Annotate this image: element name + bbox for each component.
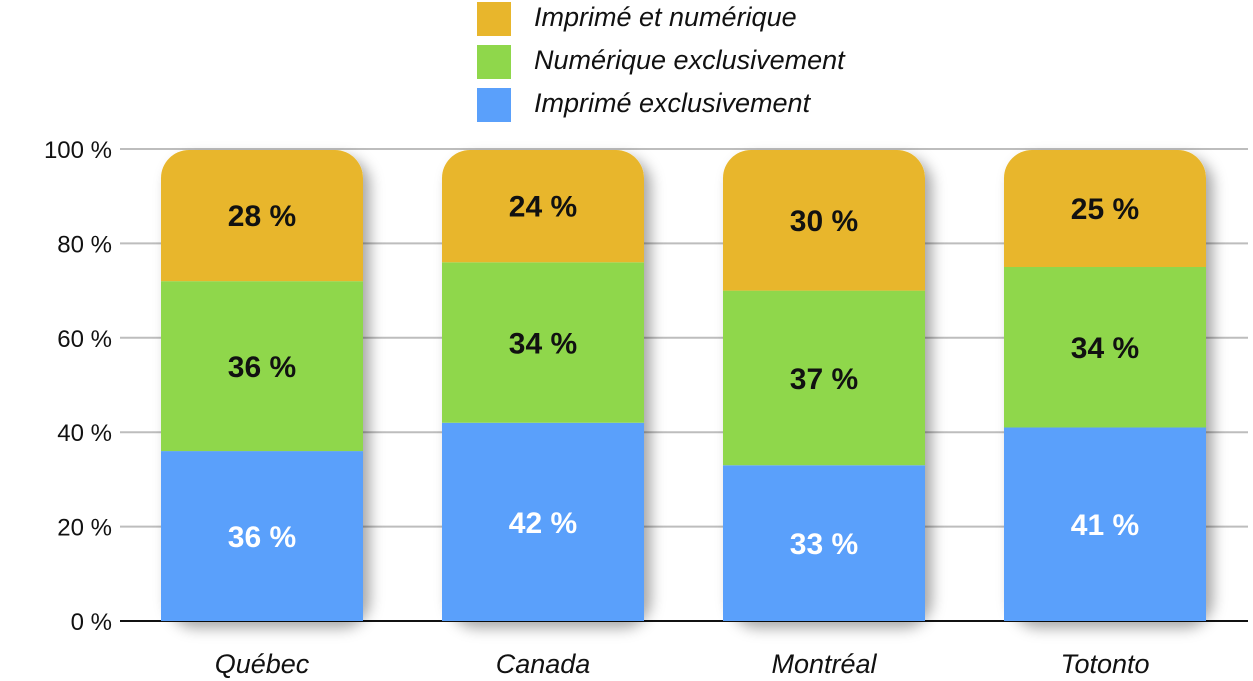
bar-segment — [161, 451, 363, 621]
data-label: 36 % — [228, 521, 296, 554]
legend-label: Imprimé et numérique — [534, 2, 797, 32]
bars: 36 % 36 % 28 % 42 % 34 % 24 % 33 % 37 % 30 % 41 %… — [161, 150, 1206, 621]
data-label: 37 % — [790, 363, 858, 396]
legend-label: Imprimé exclusivement — [534, 88, 811, 118]
bar-segment — [1004, 427, 1206, 621]
bar-segment — [442, 150, 644, 263]
data-label: 36 % — [228, 351, 296, 384]
x-category-label: Canada — [496, 649, 591, 679]
x-category-label: Montréal — [771, 649, 877, 679]
y-tick-label: 80 % — [57, 231, 112, 258]
data-label: 25 % — [1071, 193, 1139, 226]
x-axis-labels: Québec Canada Montréal Totonto — [215, 649, 1150, 679]
bar-segment — [723, 150, 925, 291]
x-category-label: Totonto — [1060, 649, 1149, 679]
y-tick-label: 40 % — [57, 420, 112, 447]
bar-segment — [1004, 267, 1206, 428]
bar-segment — [442, 262, 644, 423]
data-label: 34 % — [1071, 332, 1139, 365]
data-label: 34 % — [509, 328, 577, 361]
x-category-label: Québec — [215, 649, 310, 679]
y-tick-label: 100 % — [44, 137, 112, 164]
bar-stack-0: 36 % 36 % 28 % — [161, 150, 363, 621]
data-label: 33 % — [790, 528, 858, 561]
data-label: 42 % — [509, 507, 577, 540]
bar-stack-1: 42 % 34 % 24 % — [442, 150, 644, 621]
bar-segment — [723, 465, 925, 621]
legend-swatch — [477, 45, 511, 79]
y-axis-ticks: 0 % 20 % 40 % 60 % 80 % 100 % — [44, 137, 112, 636]
bar-segment — [723, 290, 925, 466]
bar-segment — [161, 281, 363, 452]
bar-segment — [1004, 150, 1206, 267]
y-tick-label: 60 % — [57, 326, 112, 353]
legend-label: Numérique exclusivement — [534, 45, 845, 75]
data-label: 30 % — [790, 205, 858, 238]
data-label: 28 % — [228, 200, 296, 233]
data-label: 24 % — [509, 191, 577, 224]
bar-segment — [442, 422, 644, 621]
bar-segment — [161, 150, 363, 282]
y-tick-label: 20 % — [57, 515, 112, 542]
y-tick-label: 0 % — [71, 609, 112, 636]
bar-stack-2: 33 % 37 % 30 % — [723, 150, 925, 621]
legend-swatch — [477, 88, 511, 122]
legend-swatch — [477, 2, 511, 36]
data-label: 41 % — [1071, 509, 1139, 542]
bar-stack-3: 41 % 34 % 25 % — [1004, 150, 1206, 621]
